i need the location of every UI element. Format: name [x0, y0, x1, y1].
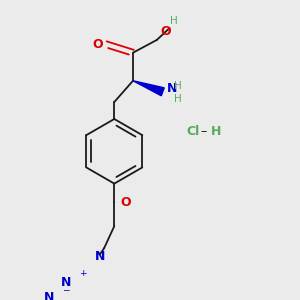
Text: N: N: [167, 82, 177, 95]
Text: +: +: [80, 269, 87, 278]
Text: O: O: [160, 25, 171, 38]
Text: O: O: [120, 196, 131, 209]
Polygon shape: [133, 81, 164, 96]
Text: O: O: [93, 38, 104, 51]
Text: H: H: [174, 94, 182, 103]
Text: N: N: [95, 250, 105, 263]
Text: H: H: [169, 16, 177, 26]
Text: H: H: [211, 125, 222, 138]
Text: –: –: [200, 125, 207, 138]
Text: H: H: [174, 81, 182, 91]
Text: N: N: [44, 291, 54, 300]
Text: Cl: Cl: [187, 125, 200, 138]
Text: −: −: [61, 285, 69, 294]
Text: N: N: [61, 276, 71, 289]
